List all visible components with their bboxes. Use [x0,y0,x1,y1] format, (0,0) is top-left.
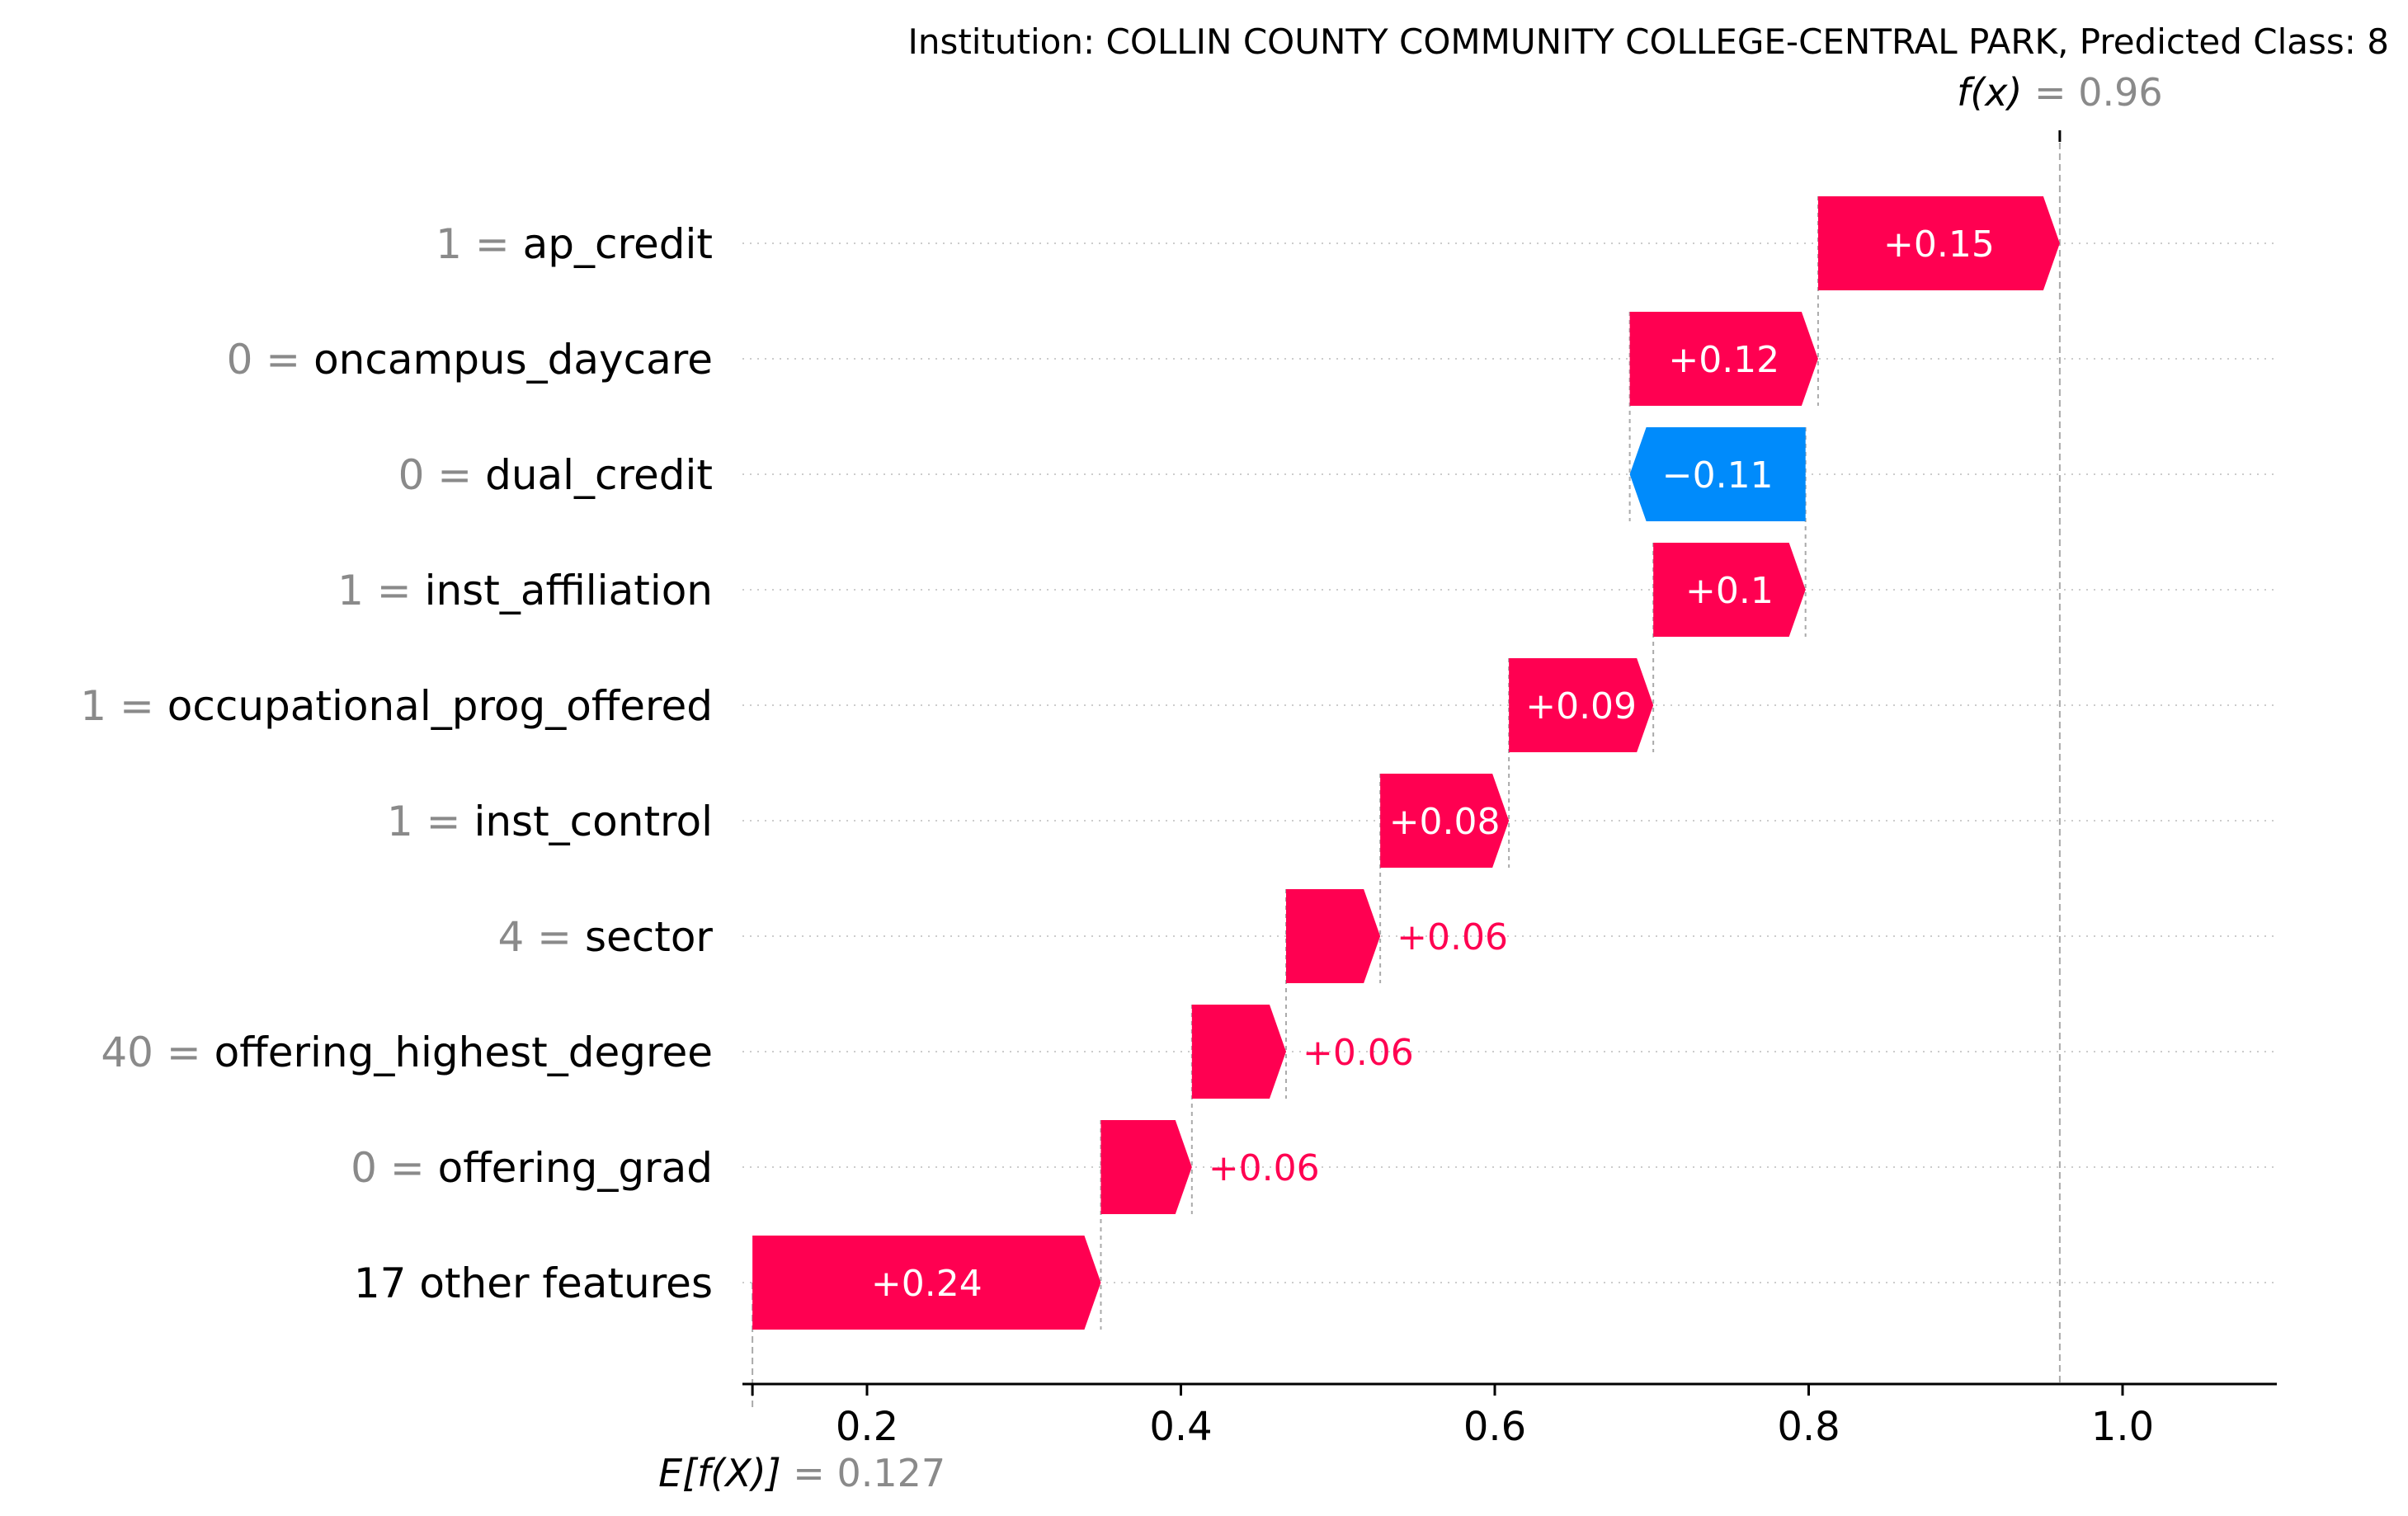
fx-symbol: f(x) [1957,70,2022,115]
feature-name: ap_credit [523,220,713,268]
bar-value-label: +0.06 [1209,1147,1320,1189]
bar-value-label: +0.08 [1389,801,1501,843]
feature-label: 1 = inst_affiliation [337,567,713,614]
feature-value: 0 = [398,451,486,499]
efx-symbol: E[f(X)] [658,1451,781,1495]
feature-label: 0 = dual_credit [398,451,713,499]
x-tick-label: 0.4 [1149,1404,1212,1450]
feature-value: 1 = [337,567,425,614]
bar-value-label: +0.15 [1883,224,1995,266]
feature-name: dual_credit [485,451,713,499]
bar-value-label: −0.11 [1662,454,1774,497]
feature-name: 17 other features [354,1259,713,1307]
feature-value: 4 = [497,913,585,961]
feature-label: 40 = offering_highest_degree [101,1029,713,1076]
feature-label: 0 = offering_grad [351,1144,713,1192]
x-tick-label: 1.0 [2091,1404,2154,1450]
feature-name: inst_affiliation [425,567,713,614]
feature-value: 1 = [80,682,167,730]
efx-value: = 0.127 [781,1451,945,1495]
feature-label: 1 = occupational_prog_offered [80,682,713,730]
bar-ap-credit [1817,196,2060,290]
feature-name: offering_highest_degree [214,1029,713,1076]
feature-name: occupational_prog_offered [167,682,713,730]
bar-offering-highest-degree [1191,1005,1286,1099]
feature-label: 1 = ap_credit [436,220,713,268]
fx-value: = 0.96 [2022,70,2162,115]
feature-value: 1 = [387,798,474,845]
grid-layer [742,242,2277,1283]
feature-label: 1 = inst_control [387,798,713,845]
bar-17-other-features [752,1236,1101,1330]
feature-name: offering_grad [438,1144,713,1192]
base-value-annotation: E[f(X)] = 0.127 [658,1451,945,1495]
bar-dual-credit [1629,427,1806,521]
x-tick-label: 0.6 [1463,1404,1526,1450]
x-tick-layer: 0.2 0.4 0.6 0.8 1.0 [751,130,2154,1450]
feature-value: 40 = [101,1029,214,1076]
feature-label: 17 other features [354,1259,713,1307]
base-value-label: E[f(X)] = 0.127 [658,1451,945,1495]
chart-title: Institution: COLLIN COUNTY COMMUNITY COL… [907,21,2389,62]
x-tick-label: 0.2 [836,1404,898,1450]
bar-value-label: +0.06 [1397,916,1508,958]
bar-value-label: +0.06 [1303,1032,1414,1074]
connector-layer [752,132,2061,1409]
feature-value: 0 = [351,1144,438,1192]
feature-name: sector [585,913,713,961]
feature-name: oncampus_daycare [313,336,713,384]
feature-name: inst_control [474,798,713,845]
bar-sector [1285,889,1381,983]
bar-layer: +0.15 +0.12 −0.11 +0.1 +0.09 +0.08 +0.06 +0.06 +… [752,196,2060,1330]
bar-inst-control [1380,774,1510,868]
feature-label: 0 = oncampus_daycare [227,336,713,384]
x-tick-label: 0.8 [1777,1404,1840,1450]
output-value-label: f(x) = 0.96 [1957,70,2163,115]
bar-value-label: +0.09 [1525,685,1637,727]
bar-value-label: +0.24 [871,1263,983,1305]
bar-oncampus-daycare [1629,312,1818,406]
bar-value-label: +0.1 [1685,570,1774,612]
bar-offering-grad [1100,1120,1192,1214]
feature-label: 4 = sector [497,913,713,961]
feature-value: 0 = [227,336,314,384]
feature-value: 1 = [436,220,523,268]
output-value-annotation: f(x) = 0.96 [1957,70,2163,115]
bar-inst-affiliation [1653,543,1806,637]
bar-value-label: +0.12 [1668,339,1779,381]
bar-occupational-prog-offered [1509,658,1654,752]
